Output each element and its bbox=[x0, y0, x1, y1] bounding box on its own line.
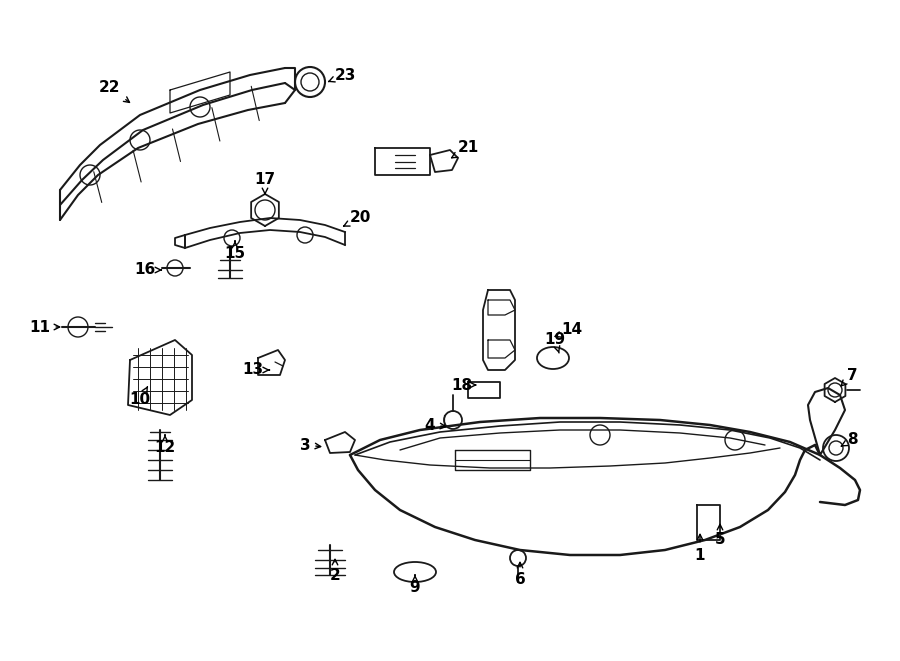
Text: 18: 18 bbox=[452, 377, 476, 393]
Text: 13: 13 bbox=[242, 362, 269, 377]
Text: 14: 14 bbox=[555, 323, 582, 338]
Text: 22: 22 bbox=[99, 81, 130, 102]
Text: 8: 8 bbox=[842, 432, 858, 447]
Text: 10: 10 bbox=[130, 387, 150, 407]
Text: 12: 12 bbox=[155, 435, 176, 455]
Text: 19: 19 bbox=[544, 332, 565, 353]
Text: 3: 3 bbox=[300, 438, 320, 453]
Text: 21: 21 bbox=[452, 141, 479, 158]
Text: 7: 7 bbox=[842, 368, 858, 386]
Text: 5: 5 bbox=[715, 524, 725, 547]
Text: 4: 4 bbox=[425, 418, 446, 432]
Text: 11: 11 bbox=[30, 319, 59, 334]
Text: 9: 9 bbox=[410, 575, 420, 596]
Text: 6: 6 bbox=[515, 563, 526, 588]
Text: 1: 1 bbox=[695, 534, 706, 563]
Text: 20: 20 bbox=[344, 210, 371, 226]
Text: 15: 15 bbox=[224, 241, 246, 262]
Text: 2: 2 bbox=[329, 559, 340, 582]
Text: 16: 16 bbox=[134, 262, 161, 278]
Text: 23: 23 bbox=[328, 67, 356, 83]
Text: 17: 17 bbox=[255, 173, 275, 194]
